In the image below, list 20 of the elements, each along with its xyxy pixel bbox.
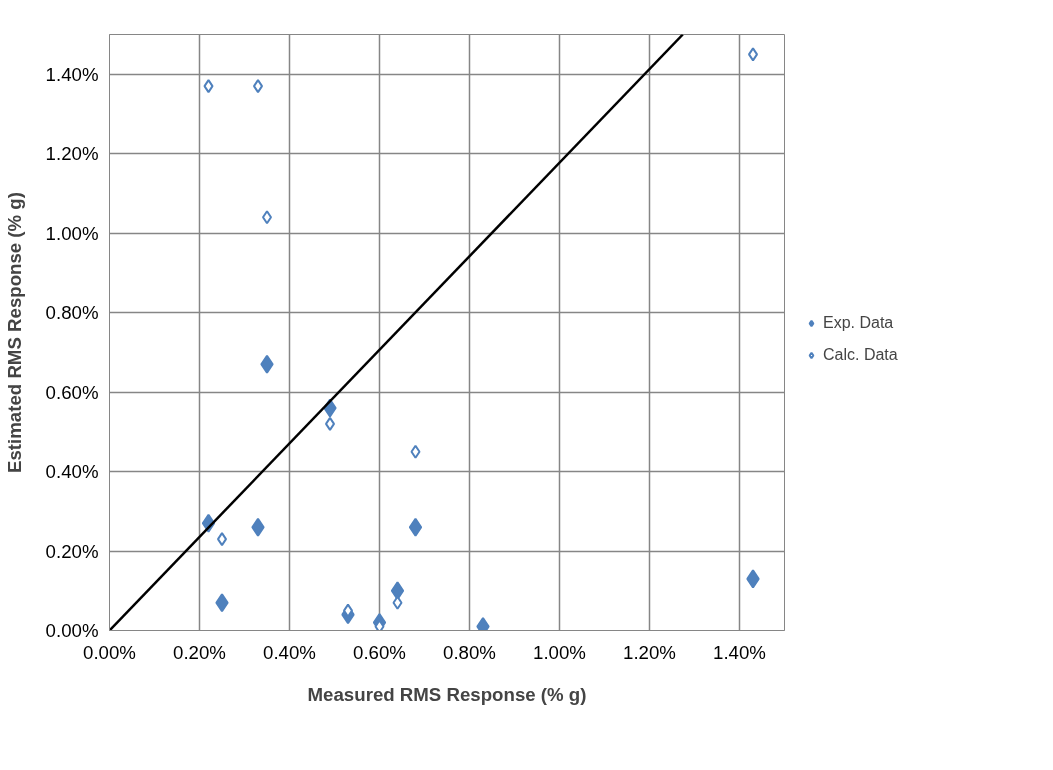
y-axis-title: Estimated RMS Response (% g) [3,192,25,473]
x-tick-label: 0.60% [353,641,406,663]
x-tick-label: 1.40% [713,641,766,663]
y-tick-label: 0.80% [45,302,99,324]
legend-label: Exp. Data [823,313,894,332]
y-tick-label: 0.20% [45,540,99,562]
y-tick-label: 0.00% [45,620,99,641]
y-tick-label: 1.40% [45,63,99,85]
x-tick-label: 0.20% [173,641,226,663]
x-tick-label: 0.00% [83,641,136,663]
y-tick-label: 0.60% [45,381,99,403]
x-axis-title: Measured RMS Response (% g) [307,683,587,705]
legend-label: Calc. Data [823,345,898,364]
y-tick-label: 0.40% [45,461,99,483]
x-tick-label: 0.40% [263,641,316,663]
y-tick-label: 1.00% [45,222,99,244]
x-tick-label: 1.20% [623,641,676,663]
x-tick-label: 1.00% [533,641,586,663]
y-tick-label: 1.20% [45,143,99,165]
x-tick-label: 0.80% [443,641,496,663]
